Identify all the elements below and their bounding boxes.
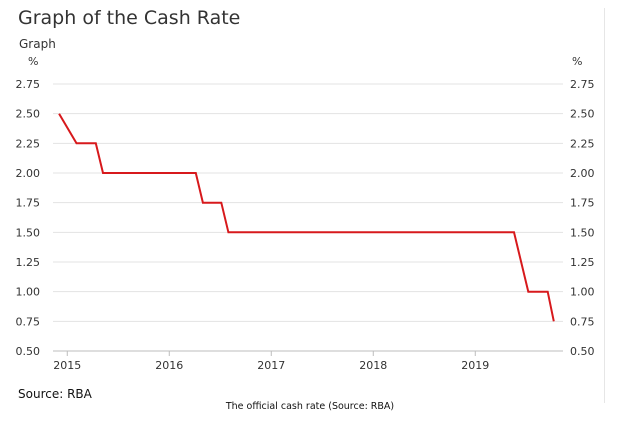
y-tick-label-right: 2.00	[570, 167, 595, 180]
chart-caption: The official cash rate (Source: RBA)	[225, 401, 395, 412]
y-tick-label-left: 2.00	[16, 167, 41, 180]
y-tick-label-right: 0.50	[570, 345, 595, 358]
y-tick-label-right: 2.25	[570, 137, 595, 150]
y-tick-label-left: 1.00	[16, 286, 41, 299]
x-tick-label: 2015	[53, 359, 81, 372]
panel-divider	[604, 8, 605, 403]
x-tick-label: 2019	[461, 359, 489, 372]
y-tick-label-left: 1.75	[16, 197, 41, 210]
y-tick-label-right: 1.75	[570, 197, 595, 210]
y-tick-label-right: 2.50	[570, 108, 595, 121]
y-tick-label-left: 0.50	[16, 345, 41, 358]
y-axis-unit-right: %	[572, 55, 583, 68]
y-tick-label-right: 1.00	[570, 286, 595, 299]
y-tick-label-left: 2.50	[16, 108, 41, 121]
x-tick-label: 2018	[359, 359, 387, 372]
y-tick-label-left: 0.75	[16, 315, 41, 328]
y-tick-label-left: 2.75	[16, 78, 41, 91]
y-tick-label-right: 1.50	[570, 226, 595, 239]
graph-label: Graph	[19, 37, 56, 51]
series-line-cash-rate	[58, 113, 555, 322]
y-tick-label-right: 1.25	[570, 256, 595, 269]
y-axis-unit-left: %	[28, 55, 39, 68]
x-tick-label: 2017	[257, 359, 285, 372]
page-title: Graph of the Cash Rate	[18, 7, 241, 29]
y-tick-label-left: 1.25	[16, 256, 41, 269]
x-tick-label: 2016	[155, 359, 183, 372]
y-tick-label-left: 1.50	[16, 226, 41, 239]
y-tick-label-left: 2.25	[16, 137, 41, 150]
source-note: Source: RBA	[18, 387, 92, 401]
y-tick-label-right: 0.75	[570, 315, 595, 328]
y-tick-label-right: 2.75	[570, 78, 595, 91]
